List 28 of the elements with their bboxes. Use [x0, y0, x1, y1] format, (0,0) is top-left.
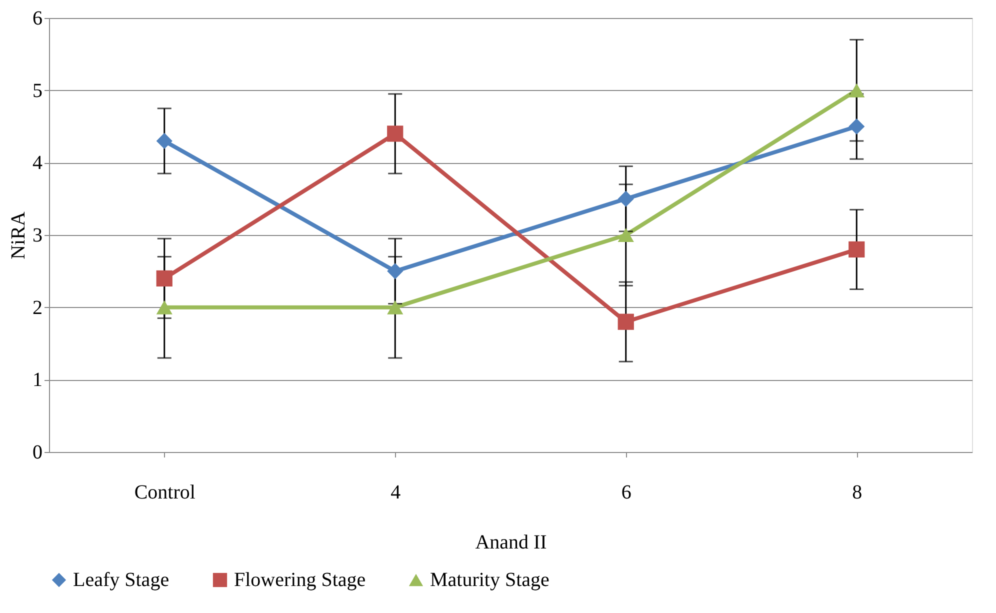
legend-label: Maturity Stage: [430, 569, 550, 591]
y-tick-label: 0: [32, 442, 42, 464]
point: [156, 132, 172, 150]
point: [848, 83, 865, 98]
point: [387, 263, 404, 280]
y-tick-label: 2: [32, 296, 42, 319]
point: [156, 270, 172, 286]
point: [156, 300, 172, 314]
y-tick-label: 1: [32, 369, 42, 392]
x-axis-title: Anand II: [475, 532, 547, 554]
point: [618, 228, 634, 242]
x-tick-label: 6: [621, 482, 632, 504]
point: [387, 300, 404, 314]
y-tick-label: 5: [32, 80, 42, 102]
point: [618, 314, 634, 330]
y-tick-label: 3: [32, 224, 42, 246]
x-tick-label: 8: [852, 482, 862, 504]
point: [848, 241, 865, 258]
y-axis-title: NiRA: [8, 211, 30, 260]
point: [618, 190, 634, 207]
point: [848, 118, 865, 135]
x-tick-label: 4: [390, 482, 401, 504]
y-tick-label: 4: [32, 152, 42, 174]
legend-label: Leafy Stage: [73, 569, 170, 591]
y-tick-label: 6: [32, 8, 42, 30]
point: [387, 126, 404, 142]
legend-label: Flowering Stage: [234, 569, 366, 591]
x-tick-label: Control: [134, 482, 196, 504]
